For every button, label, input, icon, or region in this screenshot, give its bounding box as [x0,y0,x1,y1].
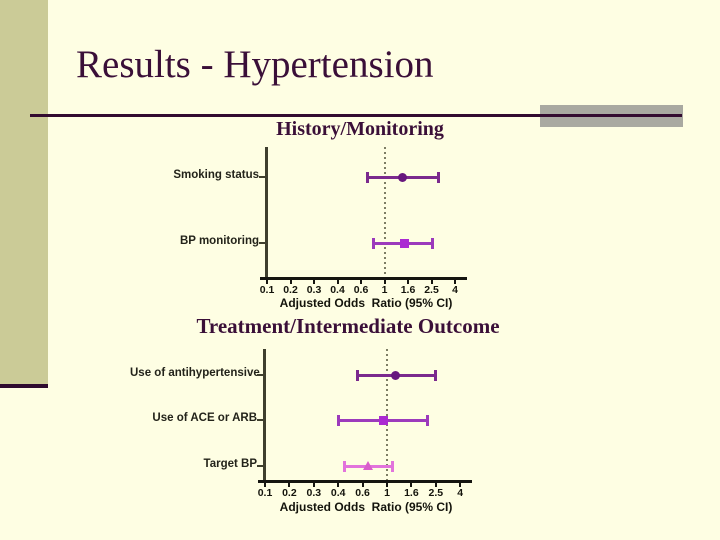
category-label: Target BP [203,458,257,470]
x-tick-label: 0.3 [306,284,322,296]
ci-cap-low [355,370,359,381]
x-tick-mark [410,482,413,487]
forest-chart-history-monitoring: History/Monitoring Adjusted Odds Ratio (… [130,118,510,312]
ci-cap-high [391,461,395,472]
x-tick-mark [266,279,268,284]
x-tick-mark [288,482,291,487]
y-axis-line [265,147,268,277]
x-tick-label: 0.1 [257,487,273,499]
x-tick-label: 0.1 [259,284,275,296]
ci-cap-low [365,172,369,183]
y-tick-mark [259,176,265,178]
x-tick-label: 1 [384,487,390,499]
reference-line-or-1 [383,147,386,277]
x-tick-label: 2.5 [424,284,439,296]
x-tick-mark [312,482,315,487]
x-tick-label: 0.3 [306,487,322,499]
x-axis-label: Adjusted Odds Ratio (95% CI) [279,296,453,310]
ci-cap-high [437,172,441,183]
x-tick-label: 1.6 [404,487,419,499]
x-tick-label: 0.6 [353,284,369,296]
marker-circle [390,370,400,380]
category-label: Use of ACE or ARB [152,412,257,424]
x-tick-mark [313,279,315,284]
y-tick-mark [259,242,265,244]
x-tick-mark [336,279,339,284]
x-tick-label: 1.6 [400,284,416,296]
x-tick-mark [430,279,433,284]
footer-accent-line [0,384,48,388]
reference-line-or-1 [386,349,388,480]
x-tick-label: 0.4 [330,487,346,499]
slide-title: Results - Hypertension [76,43,434,86]
x-tick-label: 0.2 [283,284,298,296]
ci-cap-low [343,461,347,472]
x-tick-label: 0.2 [282,487,297,499]
sidebar-accent-bar [0,0,48,384]
marker-circle [397,172,407,182]
x-axis-line [258,480,473,483]
marker-square [399,238,409,248]
x-tick-mark [434,482,437,487]
forest-chart-treatment-outcome: Treatment/Intermediate Outcome Adjusted … [130,312,510,524]
chart-title: Treatment/Intermediate Outcome [196,314,500,338]
x-tick-label: 0.6 [355,487,370,499]
marker-triangle [363,461,374,470]
y-tick-mark [257,419,263,421]
ci-cap-high [433,370,437,381]
chart-title: History/Monitoring [276,118,444,140]
x-tick-label: 2.5 [428,487,444,499]
x-axis-line [260,277,467,280]
marker-square [379,415,389,425]
x-tick-mark [264,482,266,487]
ci-cap-high [425,415,429,426]
y-tick-mark [257,465,263,467]
x-tick-mark [459,482,462,487]
y-axis-line [263,349,266,480]
x-tick-label: 4 [457,487,464,499]
x-tick-mark [360,279,362,284]
x-tick-mark [386,482,388,487]
x-tick-label: 4 [452,284,458,296]
x-axis-label: Adjusted Odds Ratio (95% CI) [279,500,453,514]
x-tick-label: 0.4 [330,284,345,296]
x-tick-mark [407,279,409,284]
x-tick-mark [361,482,364,487]
x-tick-label: 1 [381,284,388,296]
category-label: Use of antihypertensive [130,367,260,379]
x-tick-mark [289,279,292,284]
ci-cap-high [431,238,435,249]
category-label: Smoking status [173,169,259,181]
ci-cap-low [371,238,375,249]
x-tick-mark [383,279,386,284]
y-tick-mark [257,374,263,376]
title-rule [30,114,682,117]
x-tick-mark [454,279,456,284]
ci-cap-low [337,415,341,426]
x-tick-mark [337,482,340,487]
category-label: BP monitoring [179,235,259,247]
